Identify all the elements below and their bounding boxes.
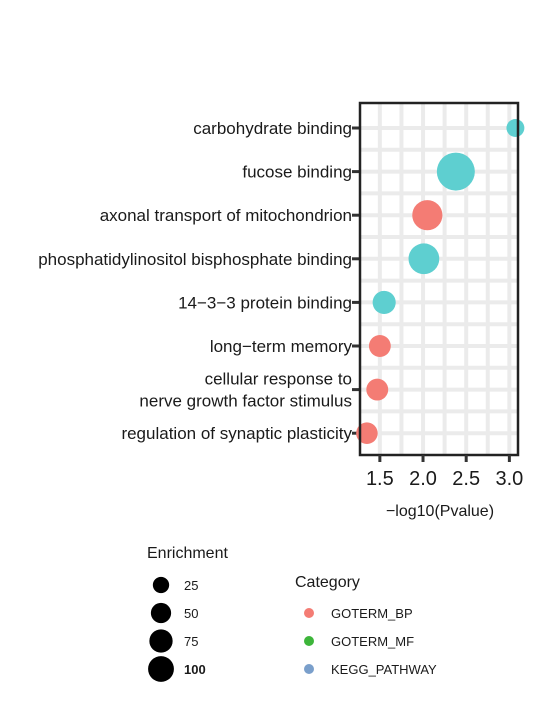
color-legend-key — [304, 608, 314, 618]
size-legend-key — [150, 602, 172, 624]
data-point — [356, 422, 378, 444]
size-legend-title: Enrichment — [147, 545, 228, 562]
size-legend-key — [149, 629, 173, 653]
color-legend-label: GOTERM_BP — [331, 606, 413, 621]
data-point — [372, 290, 396, 314]
y-axis-labels: carbohydrate binding fucose binding axonal… — [38, 119, 352, 443]
y-tick-label: long−term memory — [210, 337, 353, 356]
color-legend-key — [304, 664, 314, 674]
y-tick-label: carbohydrate binding — [193, 119, 352, 138]
y-tick-label: cellular response to nerve growth factor … — [139, 370, 352, 411]
size-legend-label: 75 — [184, 634, 198, 649]
data-point — [408, 243, 440, 275]
data-point — [368, 335, 391, 357]
size-legend-label: 25 — [184, 578, 198, 593]
size-legend-label: 50 — [184, 606, 198, 621]
x-tick-label: 1.5 — [366, 468, 394, 490]
color-legend-key — [304, 636, 314, 646]
data-point — [506, 119, 525, 137]
color-legend-title: Category — [295, 574, 360, 591]
plot-panel-border — [358, 101, 520, 457]
y-tick-label: 14−3−3 protein binding — [178, 293, 352, 312]
y-tick-label: fucose binding — [242, 163, 352, 182]
x-axis-title: −log10(Pvalue) — [386, 503, 494, 520]
size-legend-key — [148, 656, 174, 682]
data-point — [412, 200, 443, 231]
y-tick-label: regulation of synaptic plasticity — [121, 424, 352, 443]
data-points — [356, 119, 525, 444]
data-point — [366, 378, 389, 401]
size-legend: 25 50 75 100 — [148, 576, 206, 682]
x-tick-label: 2.5 — [452, 468, 480, 490]
x-tick-label: 2.0 — [409, 468, 437, 490]
data-point — [436, 152, 475, 191]
color-legend: GOTERM_BP GOTERM_MF KEGG_PATHWAY — [304, 606, 437, 677]
y-tick-label: axonal transport of mitochondrion — [100, 206, 352, 225]
x-tick-label: 3.0 — [495, 468, 523, 490]
size-legend-label: 100 — [184, 662, 206, 677]
y-tick-label: phosphatidylinositol bisphosphate bindin… — [38, 250, 352, 269]
color-legend-label: GOTERM_MF — [331, 634, 414, 649]
size-legend-key — [152, 576, 170, 594]
color-legend-label: KEGG_PATHWAY — [331, 662, 437, 677]
x-axis-ticks: 1.5 2.0 2.5 3.0 — [366, 455, 523, 490]
